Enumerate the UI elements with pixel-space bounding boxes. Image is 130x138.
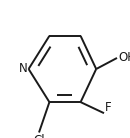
- Text: F: F: [105, 101, 112, 114]
- Text: OH: OH: [118, 51, 130, 64]
- Text: N: N: [19, 63, 27, 75]
- Text: Cl: Cl: [33, 134, 45, 138]
